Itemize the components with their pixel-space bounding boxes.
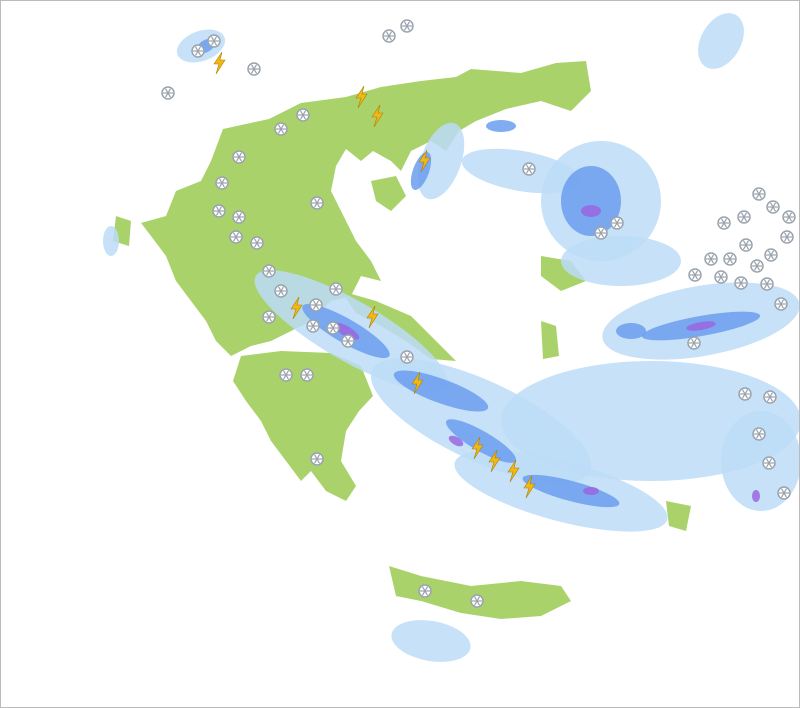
lightning-icon (523, 475, 536, 499)
heavy-precipitation-area (752, 490, 760, 502)
snowflake-icon (752, 427, 766, 441)
snowflake-icon (734, 276, 748, 290)
snowflake-icon (329, 282, 343, 296)
snowflake-icon (418, 584, 432, 598)
lightning-icon (213, 51, 226, 75)
snowflake-icon (326, 321, 340, 335)
snowflake-icon (247, 62, 261, 76)
snowflake-icon (310, 196, 324, 210)
moderate-precipitation-area (561, 166, 621, 236)
heavy-precipitation-area (583, 487, 599, 495)
light-precipitation-area (103, 226, 119, 256)
snowflake-icon (310, 452, 324, 466)
snowflake-icon (232, 210, 246, 224)
lightning-icon (355, 85, 368, 109)
snowflake-icon (400, 350, 414, 364)
lightning-icon (507, 459, 520, 483)
lightning-icon (411, 371, 424, 395)
snowflake-icon (687, 336, 701, 350)
snowflake-icon (215, 176, 229, 190)
snowflake-icon (752, 187, 766, 201)
lightning-icon (471, 436, 484, 460)
snowflake-icon (750, 259, 764, 273)
snowflake-icon (762, 456, 776, 470)
snowflake-icon (717, 216, 731, 230)
light-precipitation-area (391, 620, 471, 662)
snowflake-icon (341, 334, 355, 348)
moderate-precipitation-area (522, 474, 620, 508)
snowflake-icon (782, 210, 796, 224)
snowflake-icon (207, 34, 221, 48)
snowflake-icon (780, 230, 794, 244)
moderate-precipitation-area (446, 419, 516, 463)
light-precipitation-area (461, 148, 581, 194)
snowflake-icon (232, 150, 246, 164)
snowflake-icon (774, 297, 788, 311)
heavy-precipitation-area (686, 321, 716, 331)
snowflake-icon (250, 236, 264, 250)
snowflake-icon (400, 19, 414, 33)
peloponnese (233, 351, 373, 501)
snowflake-icon (738, 387, 752, 401)
snowflake-icon (763, 390, 777, 404)
snowflake-icon (610, 216, 624, 230)
snowflake-icon (161, 86, 175, 100)
snowflake-icon (274, 122, 288, 136)
heavy-precipitation-area (581, 205, 601, 217)
lesvos (541, 256, 586, 291)
snowflake-icon (191, 44, 205, 58)
snowflake-icon (262, 310, 276, 324)
lightning-icon (488, 449, 501, 473)
light-precipitation-area (698, 13, 744, 69)
rhodes (666, 501, 691, 531)
snowflake-icon (760, 277, 774, 291)
snowflake-icon (300, 368, 314, 382)
light-precipitation-area (561, 236, 681, 286)
chios (541, 321, 559, 359)
snowflake-icon (212, 204, 226, 218)
lightning-icon (290, 296, 303, 320)
crete (389, 566, 571, 619)
moderate-precipitation-area (486, 120, 516, 132)
snowflake-icon (274, 284, 288, 298)
snowflake-icon (714, 270, 728, 284)
snowflake-icon (262, 264, 276, 278)
mainland-greece (141, 61, 591, 356)
snowflake-icon (777, 486, 791, 500)
snowflake-icon (279, 368, 293, 382)
snowflake-icon (688, 268, 702, 282)
snowflake-icon (723, 252, 737, 266)
snowflake-icon (470, 594, 484, 608)
snowflake-icon (306, 319, 320, 333)
lightning-icon (366, 305, 379, 329)
lightning-icon (371, 104, 384, 128)
precipitation-layer (103, 13, 799, 662)
moderate-precipitation-area (616, 323, 646, 339)
snowflake-icon (739, 238, 753, 252)
snowflake-icon (766, 200, 780, 214)
snowflake-icon (522, 162, 536, 176)
light-precipitation-area (721, 411, 799, 511)
chalkidiki (371, 176, 406, 211)
snowflake-icon (229, 230, 243, 244)
snowflake-icon (594, 226, 608, 240)
snowflake-icon (737, 210, 751, 224)
lightning-icon (418, 149, 431, 173)
snowflake-icon (296, 108, 310, 122)
snowflake-icon (309, 298, 323, 312)
weather-markers (161, 19, 796, 608)
snowflake-icon (382, 29, 396, 43)
snowflake-icon (764, 248, 778, 262)
heavy-precipitation-area (448, 435, 464, 447)
snowflake-icon (704, 252, 718, 266)
light-precipitation-area (417, 122, 465, 200)
